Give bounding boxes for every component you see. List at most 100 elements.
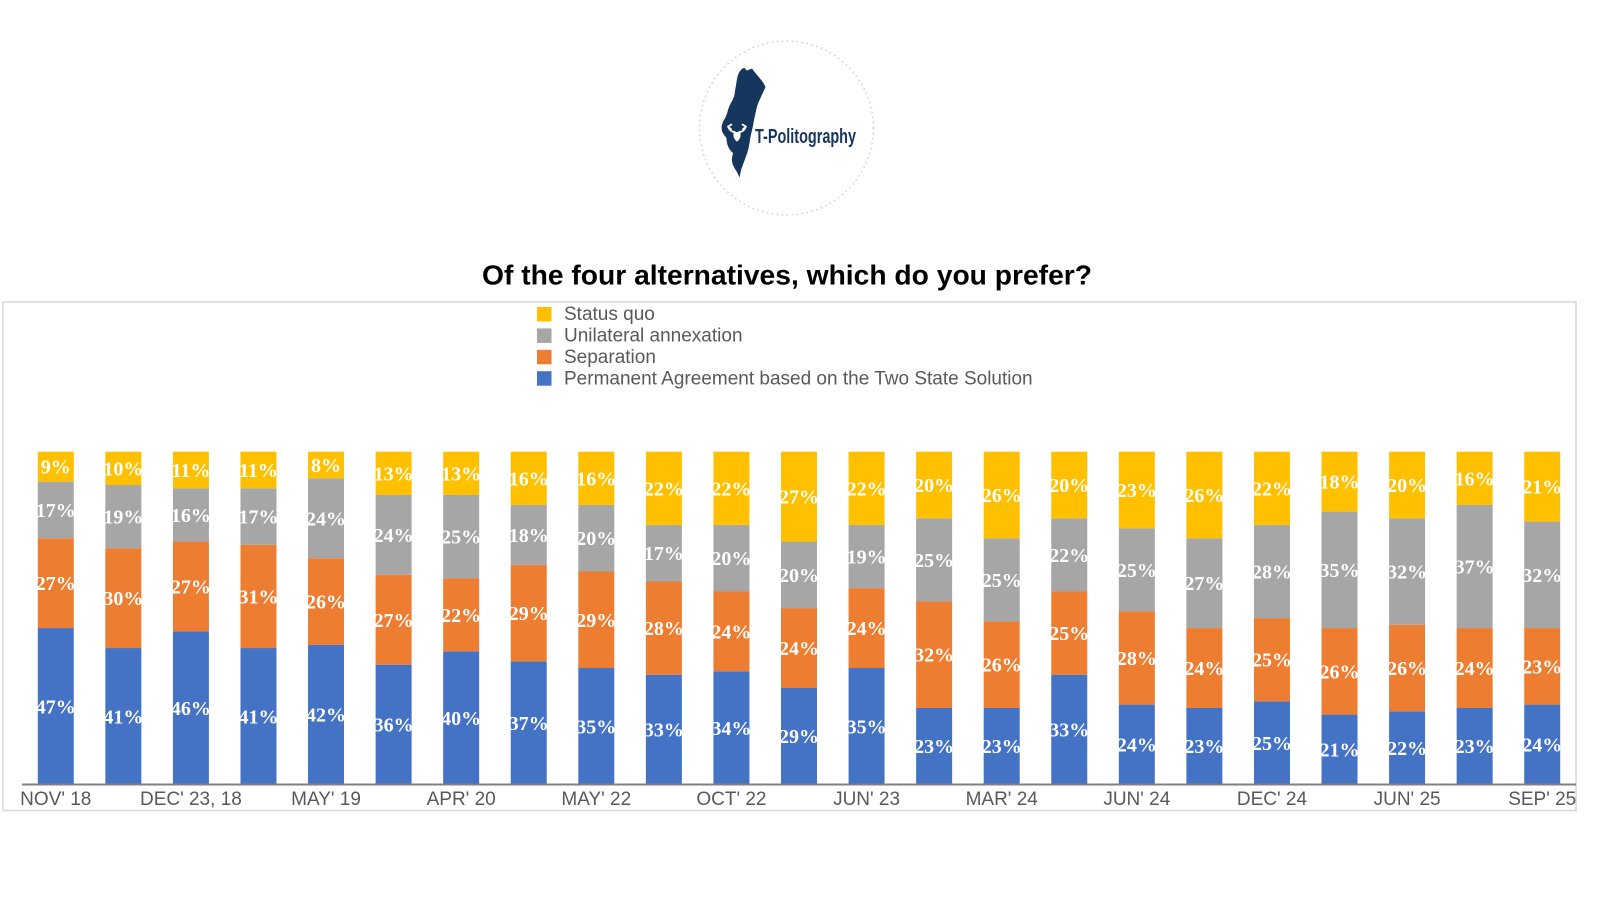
svg-text:24%: 24%: [847, 618, 887, 640]
svg-text:23%: 23%: [1117, 480, 1157, 502]
svg-text:20%: 20%: [779, 565, 819, 587]
svg-text:32%: 32%: [1387, 562, 1427, 584]
svg-text:20%: 20%: [1049, 475, 1089, 497]
svg-text:Unilateral annexation: Unilateral annexation: [564, 326, 743, 347]
svg-text:22%: 22%: [1252, 478, 1292, 500]
svg-text:29%: 29%: [779, 726, 819, 748]
svg-text:SEP' 25: SEP' 25: [1508, 789, 1576, 810]
svg-text:26%: 26%: [1320, 661, 1360, 683]
svg-text:36%: 36%: [374, 715, 414, 737]
svg-text:11%: 11%: [239, 460, 278, 482]
svg-text:JUN' 25: JUN' 25: [1374, 789, 1441, 810]
svg-text:MAY' 22: MAY' 22: [561, 789, 631, 810]
svg-text:T-Politography: T-Politography: [755, 125, 856, 148]
svg-text:MAR' 24: MAR' 24: [966, 789, 1039, 810]
svg-text:JUN' 23: JUN' 23: [833, 789, 900, 810]
svg-text:25%: 25%: [1252, 733, 1292, 755]
svg-text:26%: 26%: [306, 591, 346, 613]
svg-text:27%: 27%: [1184, 573, 1224, 595]
svg-text:29%: 29%: [509, 603, 549, 625]
svg-text:26%: 26%: [1387, 658, 1427, 680]
svg-text:32%: 32%: [1522, 565, 1562, 587]
svg-text:19%: 19%: [103, 507, 143, 529]
svg-text:20%: 20%: [711, 548, 751, 570]
svg-text:23%: 23%: [982, 736, 1022, 758]
svg-text:26%: 26%: [982, 655, 1022, 677]
svg-text:25%: 25%: [982, 570, 1022, 592]
svg-text:25%: 25%: [914, 550, 954, 572]
svg-text:31%: 31%: [238, 586, 278, 608]
svg-text:25%: 25%: [1049, 623, 1089, 645]
svg-text:24%: 24%: [711, 621, 751, 643]
svg-text:37%: 37%: [1455, 557, 1495, 579]
svg-text:23%: 23%: [914, 736, 954, 758]
svg-text:24%: 24%: [374, 525, 414, 547]
svg-text:25%: 25%: [441, 527, 481, 549]
svg-text:26%: 26%: [982, 485, 1022, 507]
svg-text:24%: 24%: [1117, 735, 1157, 757]
svg-text:17%: 17%: [238, 507, 278, 529]
svg-text:26%: 26%: [1184, 485, 1224, 507]
svg-text:24%: 24%: [1522, 735, 1562, 757]
svg-text:35%: 35%: [847, 716, 887, 738]
svg-text:32%: 32%: [914, 645, 954, 667]
svg-text:20%: 20%: [1387, 475, 1427, 497]
svg-text:22%: 22%: [644, 478, 684, 500]
svg-text:MAY' 19: MAY' 19: [291, 789, 361, 810]
svg-text:33%: 33%: [1049, 720, 1089, 742]
svg-text:37%: 37%: [509, 713, 549, 735]
svg-text:41%: 41%: [103, 706, 143, 728]
svg-text:JUN' 24: JUN' 24: [1103, 789, 1170, 810]
svg-text:16%: 16%: [576, 468, 616, 490]
svg-text:28%: 28%: [1117, 648, 1157, 670]
svg-text:42%: 42%: [306, 705, 346, 727]
svg-text:Separation: Separation: [564, 347, 656, 368]
svg-text:28%: 28%: [644, 618, 684, 640]
svg-text:27%: 27%: [374, 610, 414, 632]
svg-text:18%: 18%: [509, 525, 549, 547]
svg-text:46%: 46%: [171, 698, 211, 720]
svg-text:22%: 22%: [847, 478, 887, 500]
svg-text:Permanent Agreement based on t: Permanent Agreement based on the Two Sta…: [564, 368, 1033, 389]
svg-text:22%: 22%: [711, 478, 751, 500]
svg-text:41%: 41%: [238, 706, 278, 728]
svg-text:24%: 24%: [306, 508, 346, 530]
svg-text:OCT' 22: OCT' 22: [696, 789, 766, 810]
svg-text:9%: 9%: [41, 457, 71, 479]
svg-text:40%: 40%: [441, 708, 481, 730]
svg-text:22%: 22%: [441, 605, 481, 627]
svg-text:21%: 21%: [1522, 477, 1562, 499]
svg-text:22%: 22%: [1387, 738, 1427, 760]
svg-text:47%: 47%: [36, 696, 76, 718]
svg-text:DEC' 24: DEC' 24: [1237, 789, 1308, 810]
svg-text:25%: 25%: [1117, 560, 1157, 582]
svg-text:11%: 11%: [171, 460, 210, 482]
svg-text:35%: 35%: [576, 716, 616, 738]
svg-text:16%: 16%: [509, 468, 549, 490]
svg-text:23%: 23%: [1522, 656, 1562, 678]
svg-text:17%: 17%: [36, 500, 76, 522]
svg-text:18%: 18%: [1320, 472, 1360, 494]
svg-text:35%: 35%: [1320, 560, 1360, 582]
svg-text:20%: 20%: [576, 528, 616, 550]
svg-text:Of the four alternatives, whic: Of the four alternatives, which do you p…: [482, 260, 1092, 291]
svg-text:24%: 24%: [1184, 658, 1224, 680]
svg-text:25%: 25%: [1252, 650, 1292, 672]
svg-text:10%: 10%: [103, 458, 143, 480]
svg-text:33%: 33%: [644, 720, 684, 742]
svg-text:22%: 22%: [1049, 545, 1089, 567]
svg-text:28%: 28%: [1252, 562, 1292, 584]
svg-text:8%: 8%: [311, 455, 341, 477]
svg-text:Status quo: Status quo: [564, 304, 655, 325]
svg-text:13%: 13%: [374, 463, 414, 485]
svg-text:27%: 27%: [36, 573, 76, 595]
svg-text:29%: 29%: [576, 610, 616, 632]
svg-text:27%: 27%: [779, 487, 819, 509]
svg-text:24%: 24%: [1455, 658, 1495, 680]
svg-text:20%: 20%: [914, 475, 954, 497]
svg-text:NOV' 18: NOV' 18: [20, 789, 91, 810]
svg-text:34%: 34%: [711, 718, 751, 740]
svg-text:21%: 21%: [1320, 740, 1360, 762]
svg-text:23%: 23%: [1455, 736, 1495, 758]
svg-text:16%: 16%: [1455, 468, 1495, 490]
